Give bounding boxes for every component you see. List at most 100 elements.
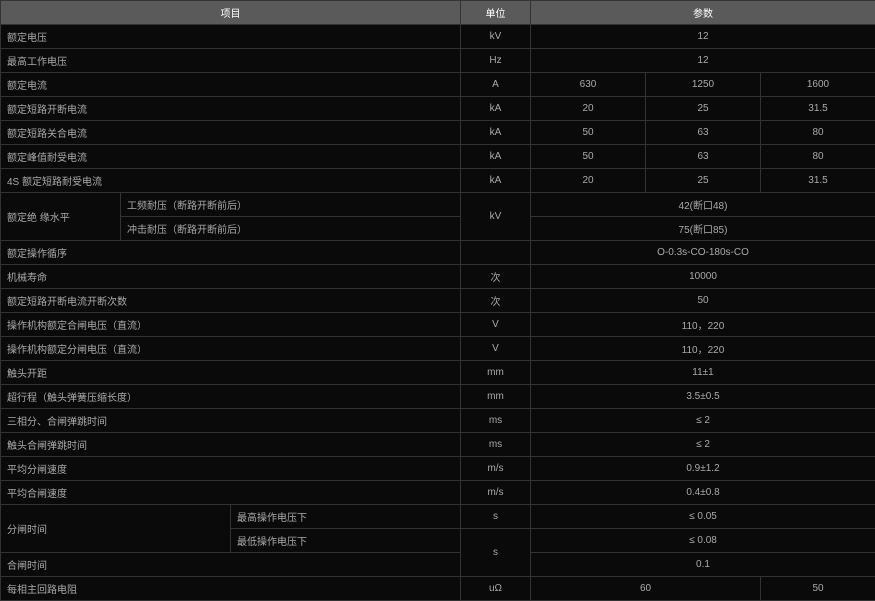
row-value: ≤ 2 bbox=[531, 409, 875, 433]
row-value: ≤ 0.05 bbox=[531, 505, 875, 529]
table-row: 合闸时间 0.1 bbox=[1, 553, 875, 577]
row-unit: kV bbox=[461, 25, 531, 49]
row-value: 25 bbox=[646, 169, 761, 193]
row-value: 60 bbox=[531, 577, 761, 601]
table-row: 额定短路开断电流 kA 20 25 31.5 bbox=[1, 97, 875, 121]
row-unit: mm bbox=[461, 385, 531, 409]
row-label: 最高工作电压 bbox=[1, 49, 461, 73]
row-label: 操作机构额定合闸电压（直流） bbox=[1, 313, 461, 337]
row-value: 50 bbox=[761, 577, 875, 601]
table-row: 三相分、合闸弹跳时间 ms ≤ 2 bbox=[1, 409, 875, 433]
row-value: 20 bbox=[531, 97, 646, 121]
row-value: 75(断口85) bbox=[531, 217, 875, 241]
row-value: 1250 bbox=[646, 73, 761, 97]
table-row: 额定峰值耐受电流 kA 50 63 80 bbox=[1, 145, 875, 169]
row-unit: ms bbox=[461, 433, 531, 457]
row-label: 额定电流 bbox=[1, 73, 461, 97]
header-row: 项目 单位 参数 bbox=[1, 1, 875, 25]
row-sub-label: 最低操作电压下 bbox=[231, 529, 461, 553]
row-value: 110，220 bbox=[531, 337, 875, 361]
table-row: 平均分闸速度 m/s 0.9±1.2 bbox=[1, 457, 875, 481]
row-unit: kV bbox=[461, 193, 531, 241]
row-value: 1600 bbox=[761, 73, 875, 97]
table-row: 额定短路关合电流 kA 50 63 80 bbox=[1, 121, 875, 145]
row-value: 3.5±0.5 bbox=[531, 385, 875, 409]
row-group-label: 分闸时间 bbox=[1, 505, 231, 553]
row-value: 11±1 bbox=[531, 361, 875, 385]
table-row: 操作机构额定合闸电压（直流） V 110，220 bbox=[1, 313, 875, 337]
row-value: 25 bbox=[646, 97, 761, 121]
table-row: 平均合闸速度 m/s 0.4±0.8 bbox=[1, 481, 875, 505]
table-row: 4S 额定短路耐受电流 kA 20 25 31.5 bbox=[1, 169, 875, 193]
table-row: 冲击耐压（断路开断前后） 75(断口85) bbox=[1, 217, 875, 241]
row-value: O-0.3s-CO-180s-CO bbox=[531, 241, 875, 265]
table-row: 机械寿命 次 10000 bbox=[1, 265, 875, 289]
row-label: 额定短路开断电流开断次数 bbox=[1, 289, 461, 313]
row-value: 110，220 bbox=[531, 313, 875, 337]
row-value: 20 bbox=[531, 169, 646, 193]
row-label: 额定电压 bbox=[1, 25, 461, 49]
row-unit: 次 bbox=[461, 265, 531, 289]
row-label: 额定短路关合电流 bbox=[1, 121, 461, 145]
row-unit: mm bbox=[461, 361, 531, 385]
table-row: 额定电流 A 630 1250 1600 bbox=[1, 73, 875, 97]
table-row: 额定短路开断电流开断次数 次 50 bbox=[1, 289, 875, 313]
row-value: 63 bbox=[646, 121, 761, 145]
table-row: 最高工作电压 Hz 12 bbox=[1, 49, 875, 73]
row-label: 额定操作循序 bbox=[1, 241, 461, 265]
row-unit: s bbox=[461, 529, 531, 577]
row-sub-label: 工频耐压（断路开断前后） bbox=[121, 193, 461, 217]
row-value: 0.1 bbox=[531, 553, 875, 577]
row-unit: ms bbox=[461, 409, 531, 433]
row-value: 50 bbox=[531, 289, 875, 313]
row-label: 平均分闸速度 bbox=[1, 457, 461, 481]
row-label: 合闸时间 bbox=[1, 553, 461, 577]
row-value: 80 bbox=[761, 121, 875, 145]
row-value: 630 bbox=[531, 73, 646, 97]
table-row: 触头合闸弹跳时间 ms ≤ 2 bbox=[1, 433, 875, 457]
row-value: 50 bbox=[531, 145, 646, 169]
row-value: ≤ 2 bbox=[531, 433, 875, 457]
row-unit: s bbox=[461, 505, 531, 529]
row-label: 额定短路开断电流 bbox=[1, 97, 461, 121]
row-unit: 次 bbox=[461, 289, 531, 313]
row-unit: V bbox=[461, 337, 531, 361]
row-label: 操作机构额定分闸电压（直流） bbox=[1, 337, 461, 361]
table-row: 额定电压 kV 12 bbox=[1, 25, 875, 49]
row-value: 31.5 bbox=[761, 97, 875, 121]
row-value: 80 bbox=[761, 145, 875, 169]
row-unit bbox=[461, 241, 531, 265]
row-value: 10000 bbox=[531, 265, 875, 289]
row-value: 63 bbox=[646, 145, 761, 169]
row-unit: A bbox=[461, 73, 531, 97]
row-value: 31.5 bbox=[761, 169, 875, 193]
row-label: 触头开距 bbox=[1, 361, 461, 385]
row-unit: kA bbox=[461, 121, 531, 145]
table-row: 超行程（触头弹簧压缩长度） mm 3.5±0.5 bbox=[1, 385, 875, 409]
table-row: 分闸时间 最高操作电压下 s ≤ 0.05 bbox=[1, 505, 875, 529]
row-label: 每相主回路电阻 bbox=[1, 577, 461, 601]
table-row: 额定绝 缘水平 工频耐压（断路开断前后） kV 42(断口48) bbox=[1, 193, 875, 217]
header-item: 项目 bbox=[1, 1, 461, 25]
row-label: 触头合闸弹跳时间 bbox=[1, 433, 461, 457]
row-sub-label: 最高操作电压下 bbox=[231, 505, 461, 529]
row-value: 0.4±0.8 bbox=[531, 481, 875, 505]
row-value: 42(断口48) bbox=[531, 193, 875, 217]
spec-table: 项目 单位 参数 额定电压 kV 12 最高工作电压 Hz 12 额定电流 A … bbox=[0, 0, 875, 601]
table-row: 触头开距 mm 11±1 bbox=[1, 361, 875, 385]
row-value: 12 bbox=[531, 25, 875, 49]
table-row: 每相主回路电阻 uΩ 60 50 bbox=[1, 577, 875, 601]
row-label: 三相分、合闸弹跳时间 bbox=[1, 409, 461, 433]
row-label: 机械寿命 bbox=[1, 265, 461, 289]
row-unit: V bbox=[461, 313, 531, 337]
row-sub-label: 冲击耐压（断路开断前后） bbox=[121, 217, 461, 241]
row-unit: kA bbox=[461, 97, 531, 121]
row-unit: kA bbox=[461, 169, 531, 193]
row-label: 额定峰值耐受电流 bbox=[1, 145, 461, 169]
row-unit: m/s bbox=[461, 457, 531, 481]
row-label: 超行程（触头弹簧压缩长度） bbox=[1, 385, 461, 409]
row-value: 12 bbox=[531, 49, 875, 73]
row-unit: m/s bbox=[461, 481, 531, 505]
row-value: 0.9±1.2 bbox=[531, 457, 875, 481]
row-group-label: 额定绝 缘水平 bbox=[1, 193, 121, 241]
